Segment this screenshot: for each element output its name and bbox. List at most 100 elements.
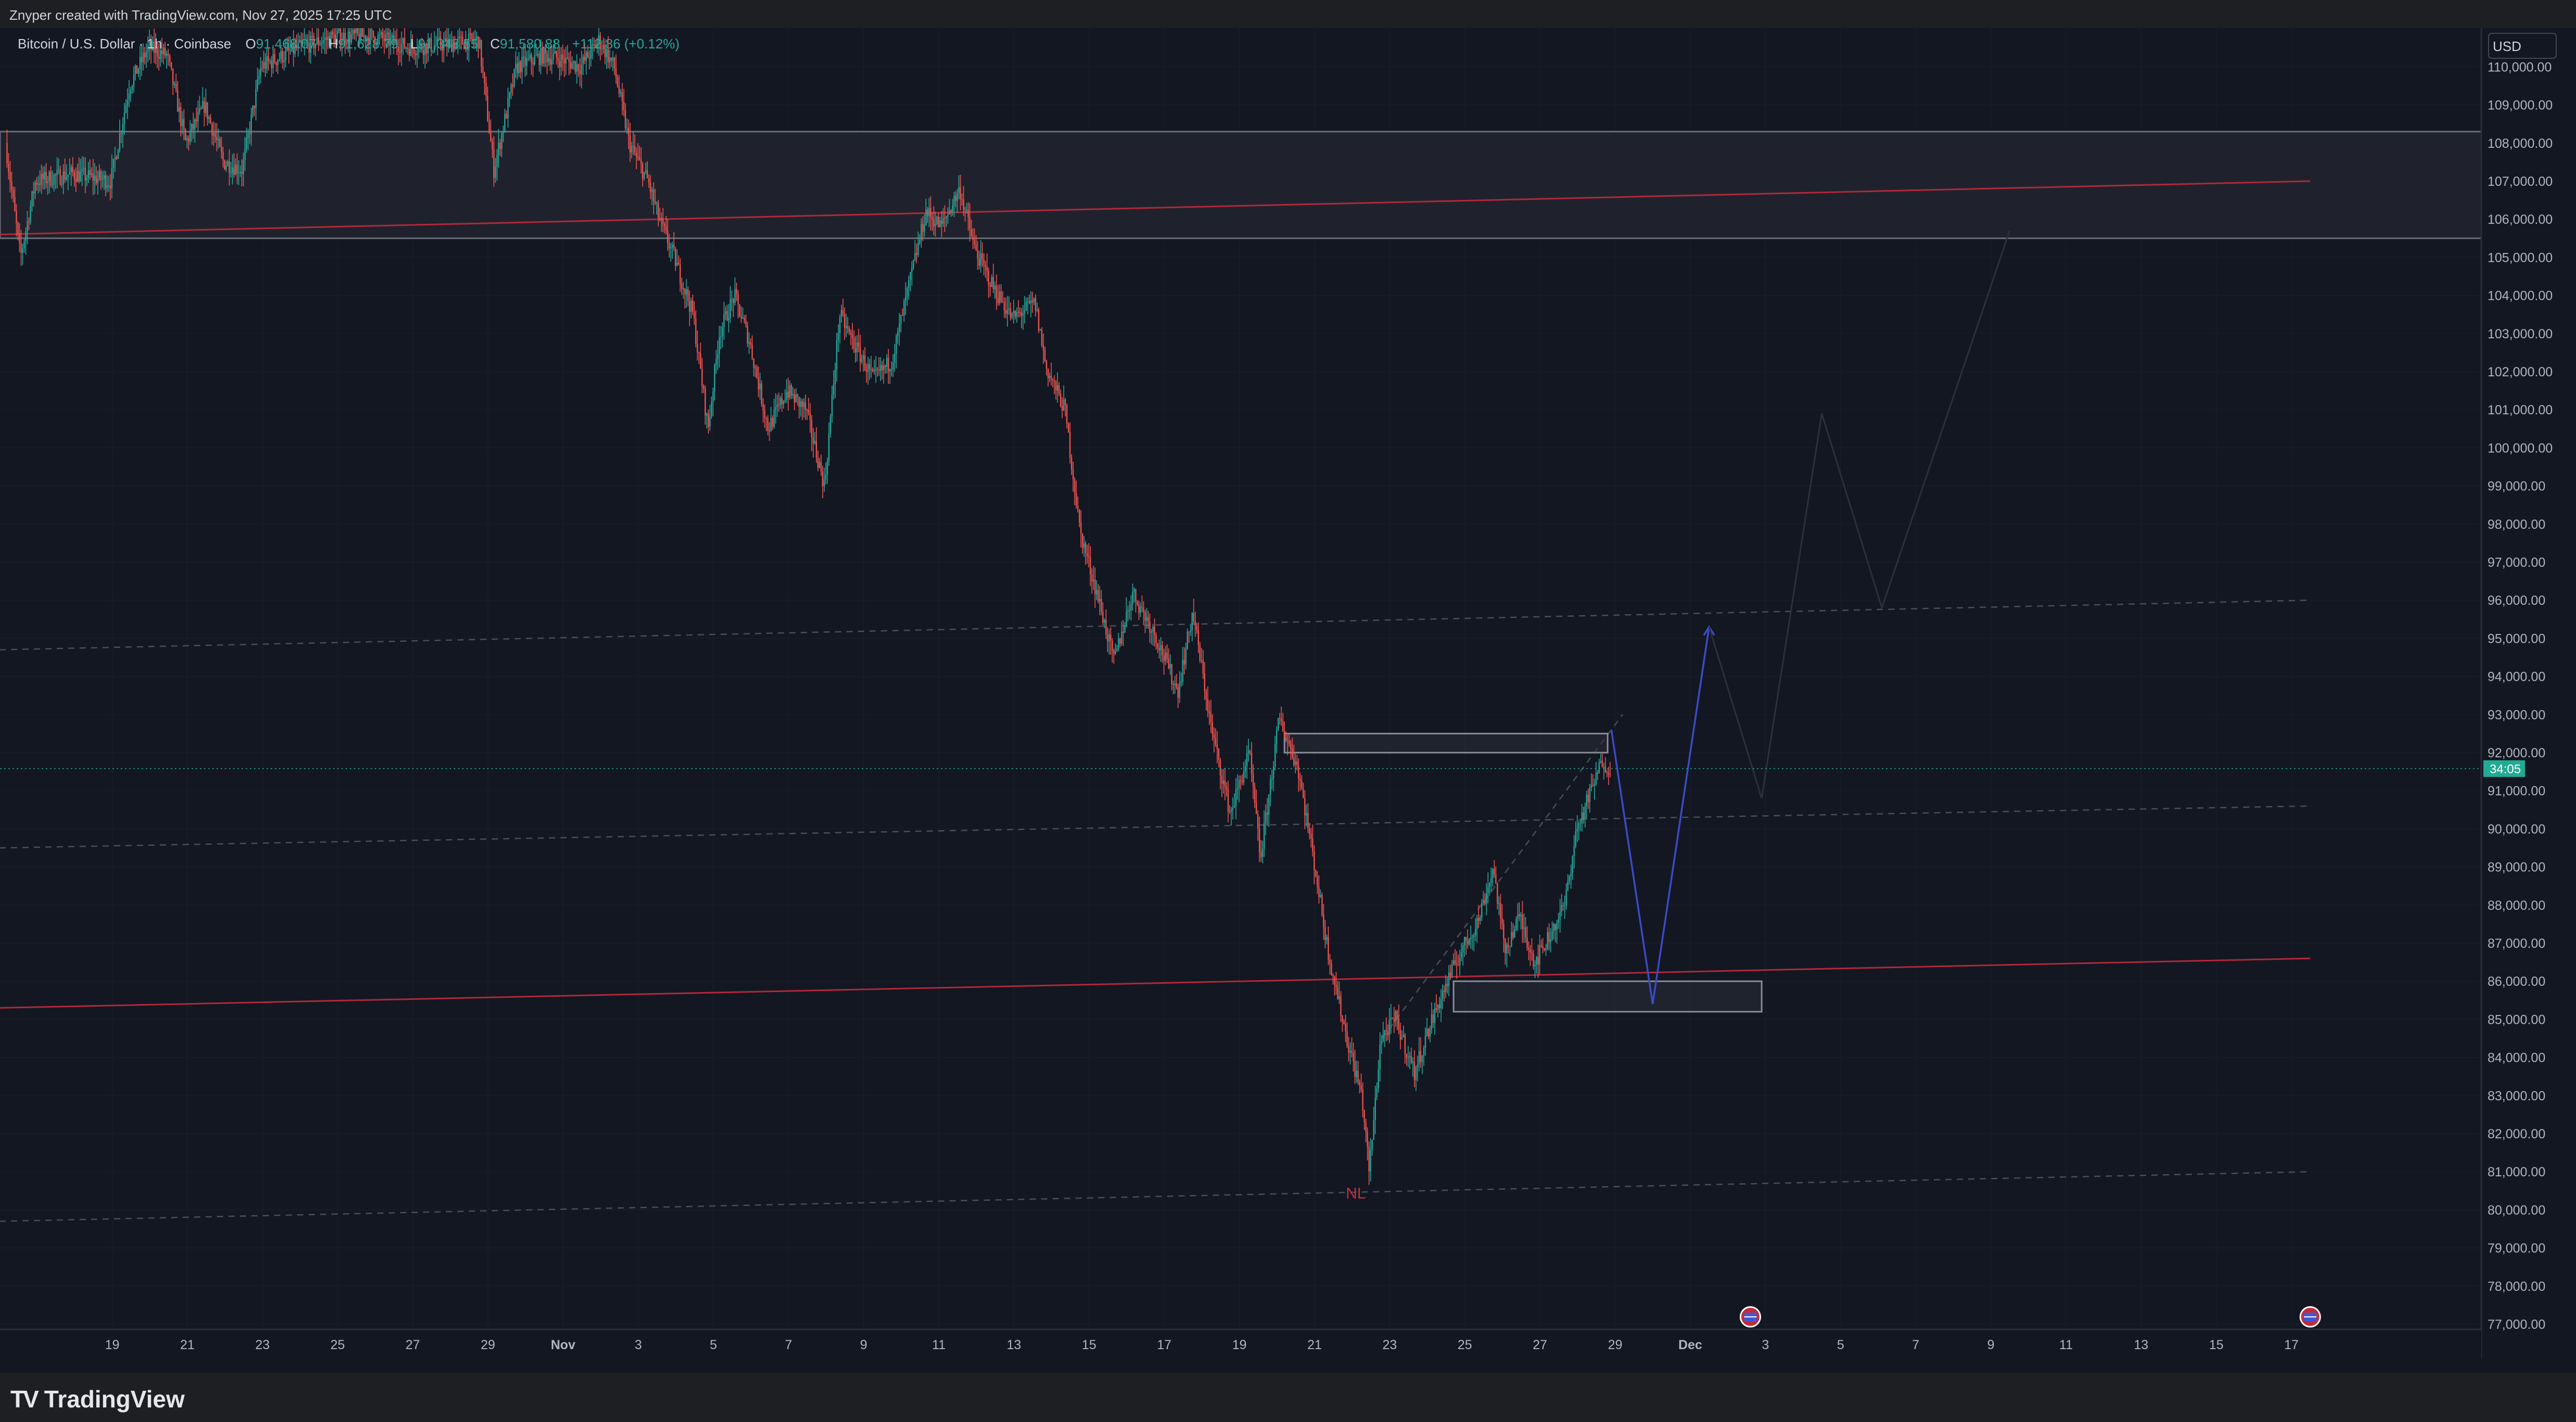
candle-body bbox=[1269, 780, 1271, 795]
candle-body bbox=[961, 199, 963, 200]
candle-body bbox=[499, 143, 501, 149]
candle-body bbox=[131, 85, 133, 90]
candle-body bbox=[345, 32, 346, 43]
candle-body bbox=[985, 265, 986, 267]
candle-body bbox=[1271, 778, 1273, 780]
candle-body bbox=[338, 28, 340, 31]
countdown-text: 34:05 bbox=[2490, 763, 2521, 777]
candle-body bbox=[1169, 664, 1171, 668]
candle-body bbox=[1576, 828, 1578, 832]
candle-body bbox=[12, 189, 14, 197]
candle-body bbox=[1475, 929, 1476, 935]
candle-body bbox=[730, 299, 731, 319]
candle-body bbox=[1077, 505, 1079, 510]
candle-body bbox=[668, 243, 670, 249]
candle-body bbox=[103, 175, 105, 180]
candle-body bbox=[8, 163, 9, 172]
candle-body bbox=[1306, 812, 1307, 816]
candle-body bbox=[1075, 492, 1077, 506]
candle-body bbox=[726, 311, 728, 321]
candle-body bbox=[1335, 984, 1337, 987]
time-tick-label: 23 bbox=[255, 1338, 270, 1352]
candle-body bbox=[491, 142, 493, 149]
last-price-label: 34:05 bbox=[2483, 760, 2525, 777]
candle-body bbox=[1371, 1139, 1373, 1150]
time-tick-label: 15 bbox=[1082, 1338, 1096, 1352]
candle-body bbox=[1540, 945, 1542, 946]
candle-body bbox=[596, 43, 598, 48]
candle-body bbox=[1039, 329, 1041, 331]
candle-body bbox=[275, 62, 277, 65]
candle-body bbox=[280, 50, 282, 59]
candle-body bbox=[150, 42, 152, 50]
candle-body bbox=[620, 92, 621, 94]
candle-body bbox=[748, 342, 750, 344]
candle-body bbox=[1070, 458, 1073, 470]
time-axis-panel[interactable] bbox=[0, 1330, 2481, 1373]
candle-body bbox=[1074, 479, 1076, 493]
time-tick-label: 21 bbox=[1307, 1338, 1322, 1352]
candle-body bbox=[1021, 312, 1023, 316]
candle-body bbox=[416, 52, 418, 55]
candle-body bbox=[903, 300, 905, 316]
candle-body bbox=[917, 243, 919, 255]
candle-body bbox=[892, 362, 894, 370]
candle-body bbox=[427, 43, 429, 54]
candle-body bbox=[376, 44, 377, 45]
time-tick-label: 5 bbox=[1837, 1338, 1844, 1352]
candle-body bbox=[1551, 931, 1553, 939]
candle-body bbox=[200, 108, 202, 109]
candle-body bbox=[1303, 789, 1304, 798]
candle-body bbox=[716, 359, 717, 365]
supply-demand-boxes bbox=[1283, 732, 1763, 1013]
candle-body bbox=[69, 172, 70, 175]
candle-body bbox=[1022, 313, 1024, 316]
time-tick-label: 9 bbox=[1987, 1338, 1995, 1352]
candle-body bbox=[623, 101, 624, 110]
candle-body bbox=[1224, 780, 1226, 787]
candle-body bbox=[1208, 711, 1210, 714]
candle-body bbox=[16, 211, 17, 223]
candle-body bbox=[1362, 1089, 1363, 1111]
candle-body bbox=[501, 133, 503, 149]
candle-body bbox=[485, 82, 487, 96]
top-bar: Znyper created with TradingView.com, Nov… bbox=[0, 0, 2576, 28]
candle-body bbox=[357, 28, 359, 34]
price-tick-label: 81,000.00 bbox=[2488, 1165, 2545, 1179]
candle-body bbox=[1523, 927, 1525, 929]
candle-body bbox=[147, 45, 149, 52]
candle-body bbox=[106, 185, 108, 188]
candle-body bbox=[305, 42, 307, 43]
candle-body bbox=[297, 42, 299, 48]
candle-body bbox=[542, 48, 543, 64]
candle-body bbox=[316, 37, 318, 44]
candle-body bbox=[1185, 648, 1187, 665]
candle-body bbox=[803, 402, 805, 408]
candle-body bbox=[949, 210, 950, 214]
price-tick-label: 84,000.00 bbox=[2488, 1051, 2545, 1065]
candle-body bbox=[1143, 607, 1144, 612]
tradingview-logo[interactable]: TV TradingView bbox=[10, 1385, 185, 1413]
candle-body bbox=[565, 57, 567, 64]
candle-body bbox=[999, 291, 1000, 303]
candle-body bbox=[1423, 1048, 1425, 1056]
candle-body bbox=[250, 115, 252, 135]
candle-body bbox=[1313, 851, 1315, 870]
currency-button[interactable]: USD bbox=[2488, 33, 2557, 59]
candle-body bbox=[1197, 630, 1199, 645]
candle-body bbox=[914, 252, 916, 260]
price-chart[interactable]: NL 77,000.00 78,000.00 79,000.00 80,000.00 8… bbox=[0, 28, 2576, 1373]
price-tick-label: 105,000.00 bbox=[2488, 250, 2553, 265]
candle-body bbox=[696, 344, 698, 352]
candle-body bbox=[379, 34, 380, 35]
candle-body bbox=[690, 300, 692, 312]
candle-body bbox=[947, 214, 949, 217]
candle-body bbox=[855, 348, 857, 352]
candle-body bbox=[435, 45, 437, 46]
candle-body bbox=[168, 54, 169, 56]
candle-body bbox=[255, 88, 257, 108]
candle-body bbox=[1107, 634, 1108, 642]
candle-body bbox=[1438, 1004, 1440, 1009]
price-axis-panel[interactable] bbox=[2481, 28, 2576, 1329]
price-tick-label: 88,000.00 bbox=[2488, 898, 2545, 913]
